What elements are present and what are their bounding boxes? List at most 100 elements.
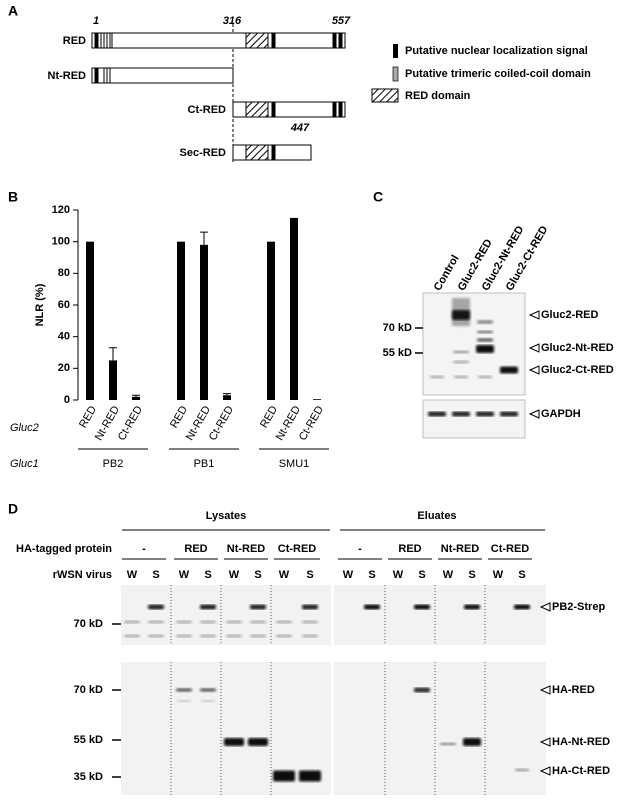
section-label: Eluates [417,510,456,522]
band [500,411,518,417]
bar [313,399,321,400]
group-label: PB2 [103,458,124,470]
lane-label: S [306,569,313,581]
band [364,604,380,610]
band [430,375,444,379]
marker-label: 70 kD [383,322,412,334]
band [440,742,456,746]
y-tick-label: 120 [52,204,70,216]
marker-label: 70 kD [74,684,103,696]
band [463,738,481,746]
bar [223,395,231,400]
band [302,604,318,610]
lane-label: S [368,569,375,581]
marker-label: 70 kD [74,618,103,630]
bar [132,396,140,400]
error-bar [223,393,231,396]
band [148,604,164,610]
lane-label: W [229,569,240,581]
band-label: Gluc2-Ct-RED [541,364,614,376]
panel-label: A [8,3,18,19]
lane-label: W [443,569,454,581]
bar [177,241,185,400]
marker-label: 35 kD [74,771,103,783]
legend-swatch [393,44,398,58]
x-tick-label: RED [77,404,99,430]
blot [422,399,526,439]
marker-label: 55 kD [383,347,412,359]
lane-label: W [179,569,190,581]
band [200,634,216,638]
position: 1 [93,15,99,27]
blot [121,662,331,795]
lane-label: W [393,569,404,581]
band [515,768,529,772]
construct-sec-red [232,144,312,161]
lane-label: W [127,569,138,581]
band [452,411,470,417]
band-label: Gluc2-Nt-RED [541,342,614,354]
construct-nt-red [91,67,234,84]
legend-text: RED domain [405,90,471,102]
legend-text: Putative nuclear localization signal [405,45,588,57]
group-label: SMU1 [279,458,310,470]
band [276,634,292,638]
band [250,604,266,610]
panel-label: D [8,501,18,517]
lane-label: S [204,569,211,581]
construct-ct-red [232,101,346,118]
row-label: rWSN virus [53,569,112,581]
band [428,411,446,417]
band [201,700,215,702]
panel-label: B [8,189,18,205]
band [200,620,216,624]
group-label: PB1 [194,458,215,470]
lane-label: S [468,569,475,581]
blot [334,662,546,795]
band [477,338,493,342]
band [200,604,216,610]
lane-label: W [279,569,290,581]
band [177,700,191,702]
arrow [528,310,540,320]
band [148,620,164,624]
band [476,411,494,417]
band [299,770,321,782]
error-bar [132,394,140,397]
band [500,366,518,374]
construct-red [91,32,346,49]
bar [290,217,298,400]
lane-label: S [254,569,261,581]
group-label: - [142,543,146,555]
bar [200,244,208,400]
position: 557 [332,15,351,27]
band-label: PB2-Strep [552,601,605,613]
band [514,604,530,610]
band [248,738,268,746]
band [453,360,469,364]
band [477,330,493,334]
arrow [539,602,551,612]
construct-label: RED [63,35,86,47]
x-tick-label: RED [258,404,280,430]
band-label: HA-RED [552,684,595,696]
band [454,375,468,379]
arrow [539,737,551,747]
band [250,620,266,624]
band [477,320,493,324]
group-label: Nt-RED [441,543,480,555]
blot [422,292,526,396]
section-label: Lysates [206,510,247,522]
band [124,634,140,638]
band [176,620,192,624]
row-label: HA-tagged protein [16,543,112,555]
marker-label: 55 kD [74,734,103,746]
band [414,687,430,693]
group-label: Ct-RED [491,543,530,555]
band [273,770,295,782]
bar [86,241,94,400]
legend-swatch [392,66,399,82]
y-tick-label: 0 [64,394,70,406]
x-tick-label: RED [168,404,190,430]
